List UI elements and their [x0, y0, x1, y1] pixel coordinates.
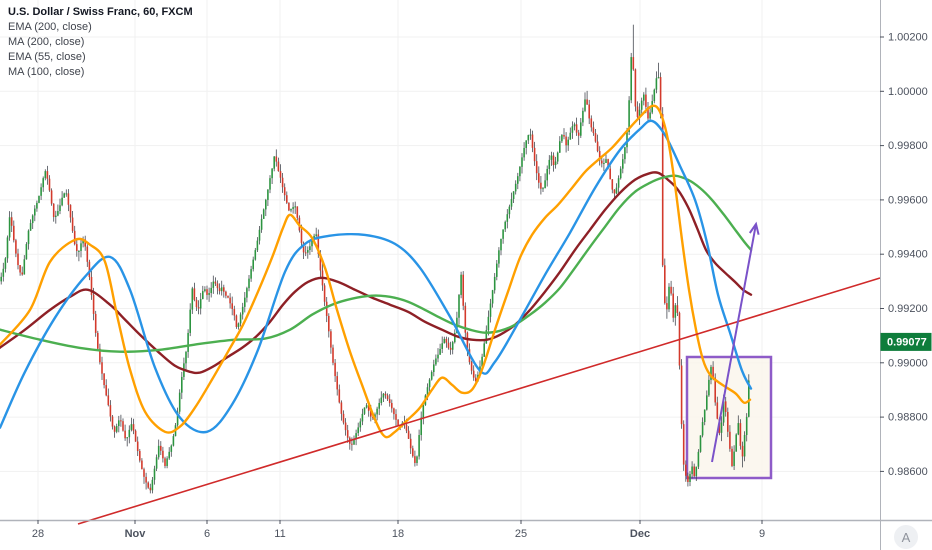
account-badge[interactable]: A: [894, 525, 918, 549]
svg-text:28: 28: [32, 528, 44, 540]
svg-text:18: 18: [392, 528, 404, 540]
svg-text:0.98600: 0.98600: [888, 466, 928, 478]
indicator-row-ema55[interactable]: EMA (55, close): [8, 51, 86, 63]
ma-200-line[interactable]: [0, 171, 753, 375]
indicator-row-ma200[interactable]: MA (200, close): [8, 36, 85, 48]
svg-text:6: 6: [204, 528, 210, 540]
svg-text:0.99800: 0.99800: [888, 140, 928, 152]
time-axis[interactable]: 28 Nov 6 11 18 25 Dec 9: [0, 519, 932, 540]
svg-text:0.99077: 0.99077: [887, 337, 927, 349]
last-price-label: 0.99077: [880, 332, 932, 351]
arrow-drawing[interactable]: [711, 221, 760, 463]
svg-text:9: 9: [759, 528, 765, 540]
symbol-title[interactable]: U.S. Dollar / Swiss Franc, 60, FXCM: [8, 6, 193, 18]
indicator-row-ma100[interactable]: MA (100, close): [8, 66, 85, 78]
indicator-row-ema200[interactable]: EMA (200, close): [8, 21, 92, 33]
ema-200-line[interactable]: [0, 119, 753, 434]
svg-text:0.99000: 0.99000: [888, 357, 928, 369]
svg-text:Dec: Dec: [630, 528, 650, 540]
svg-text:0.99600: 0.99600: [888, 194, 928, 206]
svg-text:0.99400: 0.99400: [888, 249, 928, 261]
trendline-drawing[interactable]: [77, 277, 881, 525]
svg-text:11: 11: [274, 528, 285, 540]
svg-text:1.00200: 1.00200: [888, 32, 928, 44]
chart-legend: U.S. Dollar / Swiss Franc, 60, FXCM EMA …: [8, 5, 193, 80]
price-axis[interactable]: 1.00200 1.00000 0.99800 0.99600 0.99400 0.992…: [880, 0, 928, 550]
svg-text:Nov: Nov: [125, 528, 147, 540]
svg-text:25: 25: [515, 528, 527, 540]
svg-text:0.98800: 0.98800: [888, 412, 928, 424]
ma-100-line[interactable]: [0, 174, 753, 353]
svg-text:1.00000: 1.00000: [888, 86, 928, 98]
svg-text:0.99200: 0.99200: [888, 303, 928, 315]
rectangle-drawing[interactable]: [685, 355, 773, 480]
ema-55-line[interactable]: [0, 104, 752, 439]
grid-lines: [0, 0, 880, 520]
